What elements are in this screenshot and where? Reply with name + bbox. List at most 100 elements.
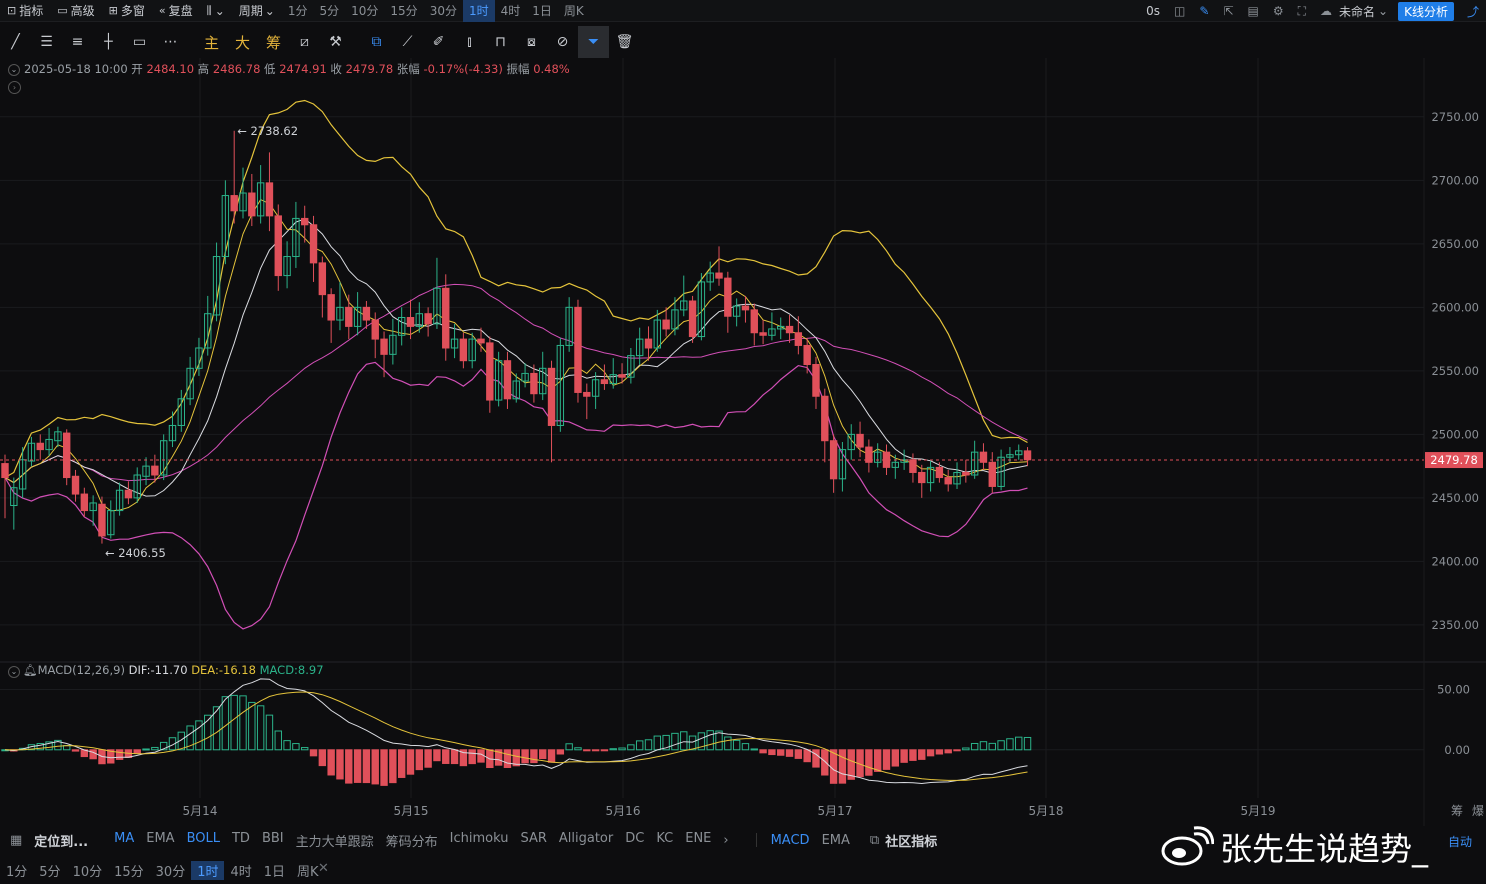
ruler-icon[interactable]: ⟋ (402, 34, 413, 50)
macd-bar-48 (424, 749, 432, 768)
indicator-td[interactable]: TD (231, 830, 250, 846)
note-icon[interactable]: ⧇ (527, 34, 536, 50)
indicator-ichimoku[interactable]: Ichimoku (449, 830, 509, 846)
candle-body-36 (318, 262, 327, 296)
indicator-button[interactable]: ⊡ 指标 (0, 0, 50, 22)
filter-icon[interactable]: ⏷ (578, 26, 609, 58)
timeframe-2[interactable]: 10分 (72, 864, 103, 880)
timeframe-3[interactable]: 15分 (114, 864, 144, 880)
candle-tool-icon[interactable]: ⫾ (467, 34, 472, 50)
sub-indicator-ema[interactable]: EMA (821, 832, 850, 848)
layout-name[interactable]: 未命名 (1339, 4, 1376, 19)
macd-bar-87 (768, 749, 776, 756)
fullscreen-icon[interactable]: ⛶ (1297, 3, 1307, 18)
collapse-icon[interactable]: ⌄ (8, 63, 20, 76)
indicator-dc[interactable]: DC (625, 830, 645, 846)
expand-icon[interactable]: › (8, 81, 21, 94)
copy-icon[interactable]: ⧉ (371, 34, 382, 50)
magnet-icon[interactable]: ⊘ (556, 34, 569, 50)
macd-bar-31 (274, 730, 282, 751)
chevron-down-icon[interactable]: ⌄ (1378, 4, 1389, 18)
interval-7[interactable]: 1日 (532, 4, 552, 18)
macd-bar-52 (459, 749, 468, 767)
rect-tool[interactable]: ▭ (132, 34, 147, 50)
macd-bar-50 (442, 749, 450, 764)
parallel-tool[interactable]: ≡ (71, 34, 84, 50)
sub-indicator-macd[interactable]: MACD (770, 832, 810, 848)
indicator-kc[interactable]: KC (656, 830, 674, 846)
bell-icon[interactable]: 🔔︎ (23, 663, 38, 677)
indicator-ema[interactable]: EMA (146, 830, 175, 846)
period-dropdown[interactable]: 周期 ⌄ (232, 0, 282, 22)
ray-tool[interactable]: ┼ (104, 34, 113, 50)
macd-bar-26 (230, 694, 238, 751)
timeframe-4[interactable]: 30分 (155, 864, 186, 880)
pencil-icon[interactable]: ✎ (1199, 4, 1210, 18)
export-icon[interactable]: ⇱ (1223, 4, 1234, 18)
close-icon[interactable]: ✕ (318, 861, 329, 876)
indicator-ma[interactable]: MA (114, 830, 135, 846)
timeframe-7[interactable]: 1日 (263, 864, 286, 880)
camera-icon[interactable]: ◫ (1174, 4, 1186, 18)
macd-bar-60 (530, 749, 538, 764)
advanced-button[interactable]: ▭ 高级 (50, 0, 101, 22)
macd-bar-4 (36, 743, 44, 751)
interval-6[interactable]: 4时 (500, 4, 521, 18)
interval-1[interactable]: 5分 (319, 4, 340, 18)
candle-body-68 (600, 379, 609, 385)
calendar-icon[interactable]: ▦ (10, 832, 23, 848)
community-icon[interactable]: ⧉ (869, 832, 880, 848)
chart-area[interactable]: 2750.00 2700.00 2650.00 2600.00 2550.00 2500.… (0, 58, 1486, 826)
chip-tool[interactable]: 筹 (265, 33, 281, 52)
candle-style-dropdown[interactable]: ⫼ ⌄ (200, 0, 232, 22)
multiwindow-button[interactable]: ⊞ 多窗 (102, 0, 152, 22)
hlines-tool[interactable]: ☰ (40, 34, 53, 50)
interval-2[interactable]: 10分 (351, 4, 379, 18)
candle-body-25 (221, 195, 230, 258)
indicator-alligator[interactable]: Alligator (558, 830, 614, 846)
indicator-筹码分布[interactable]: 筹码分布 (385, 834, 438, 850)
candle-body-59 (521, 372, 529, 382)
interval-3[interactable]: 15分 (390, 4, 418, 18)
gauge-icon[interactable]: ⧄ (300, 34, 309, 50)
interval-8[interactable]: 周K (563, 4, 584, 18)
save-icon[interactable]: ▤ (1247, 4, 1259, 18)
interval-0[interactable]: 1分 (287, 4, 308, 18)
trash-icon[interactable]: 🗑 (615, 34, 634, 50)
auto-scale-button[interactable]: 自动 (1447, 835, 1472, 849)
lock-icon[interactable]: ⊓ (495, 34, 506, 50)
timeframe-6[interactable]: 4时 (230, 864, 252, 880)
big-order-tool[interactable]: 大 (234, 33, 250, 52)
community-indicator-button[interactable]: 社区指标 (885, 834, 938, 850)
indicator-sar[interactable]: SAR (520, 830, 547, 846)
candle-body-76 (671, 309, 679, 330)
timeframe-8[interactable]: 周K (297, 864, 319, 880)
brush-icon[interactable]: ✐ (432, 34, 445, 50)
chevron-right-icon[interactable]: › (723, 832, 729, 848)
candle-body-103 (909, 459, 917, 473)
restore-button[interactable]: «复盘 (152, 0, 200, 22)
latency-label: 0s (1146, 4, 1161, 18)
timeframe-0[interactable]: 1分 (6, 864, 28, 880)
more-tool[interactable]: ⋯ (163, 34, 178, 50)
trendline-tool[interactable]: ╱ (11, 34, 20, 50)
gear-icon[interactable]: ⚙ (1272, 4, 1284, 18)
macd-bar-98 (865, 749, 873, 776)
timeframe-1[interactable]: 5分 (39, 864, 61, 880)
timeframe-5[interactable]: 1时 (191, 860, 225, 880)
candle-body-96 (847, 433, 855, 451)
wand-icon[interactable]: ⚒ (329, 34, 342, 50)
kline-analysis-button[interactable]: K线分析 (1398, 1, 1454, 21)
indicator-bbi[interactable]: BBI (261, 830, 284, 846)
indicator-boll[interactable]: BOLL (186, 830, 220, 846)
indicator-主力大单跟踪[interactable]: 主力大单跟踪 (295, 834, 374, 850)
interval-4[interactable]: 30分 (429, 4, 457, 18)
cloud-icon[interactable]: ☁ (1320, 4, 1333, 18)
indicator-ene[interactable]: ENE (685, 830, 712, 846)
collapse-icon[interactable]: ⌄ (8, 666, 20, 678)
main-force-tool[interactable]: 主 (203, 33, 219, 52)
candle-body-54 (477, 338, 485, 344)
interval-5[interactable]: 1时 (462, 0, 495, 22)
locate-button[interactable]: 定位到... (34, 834, 89, 850)
share-icon[interactable]: ⤴ (1466, 4, 1479, 19)
